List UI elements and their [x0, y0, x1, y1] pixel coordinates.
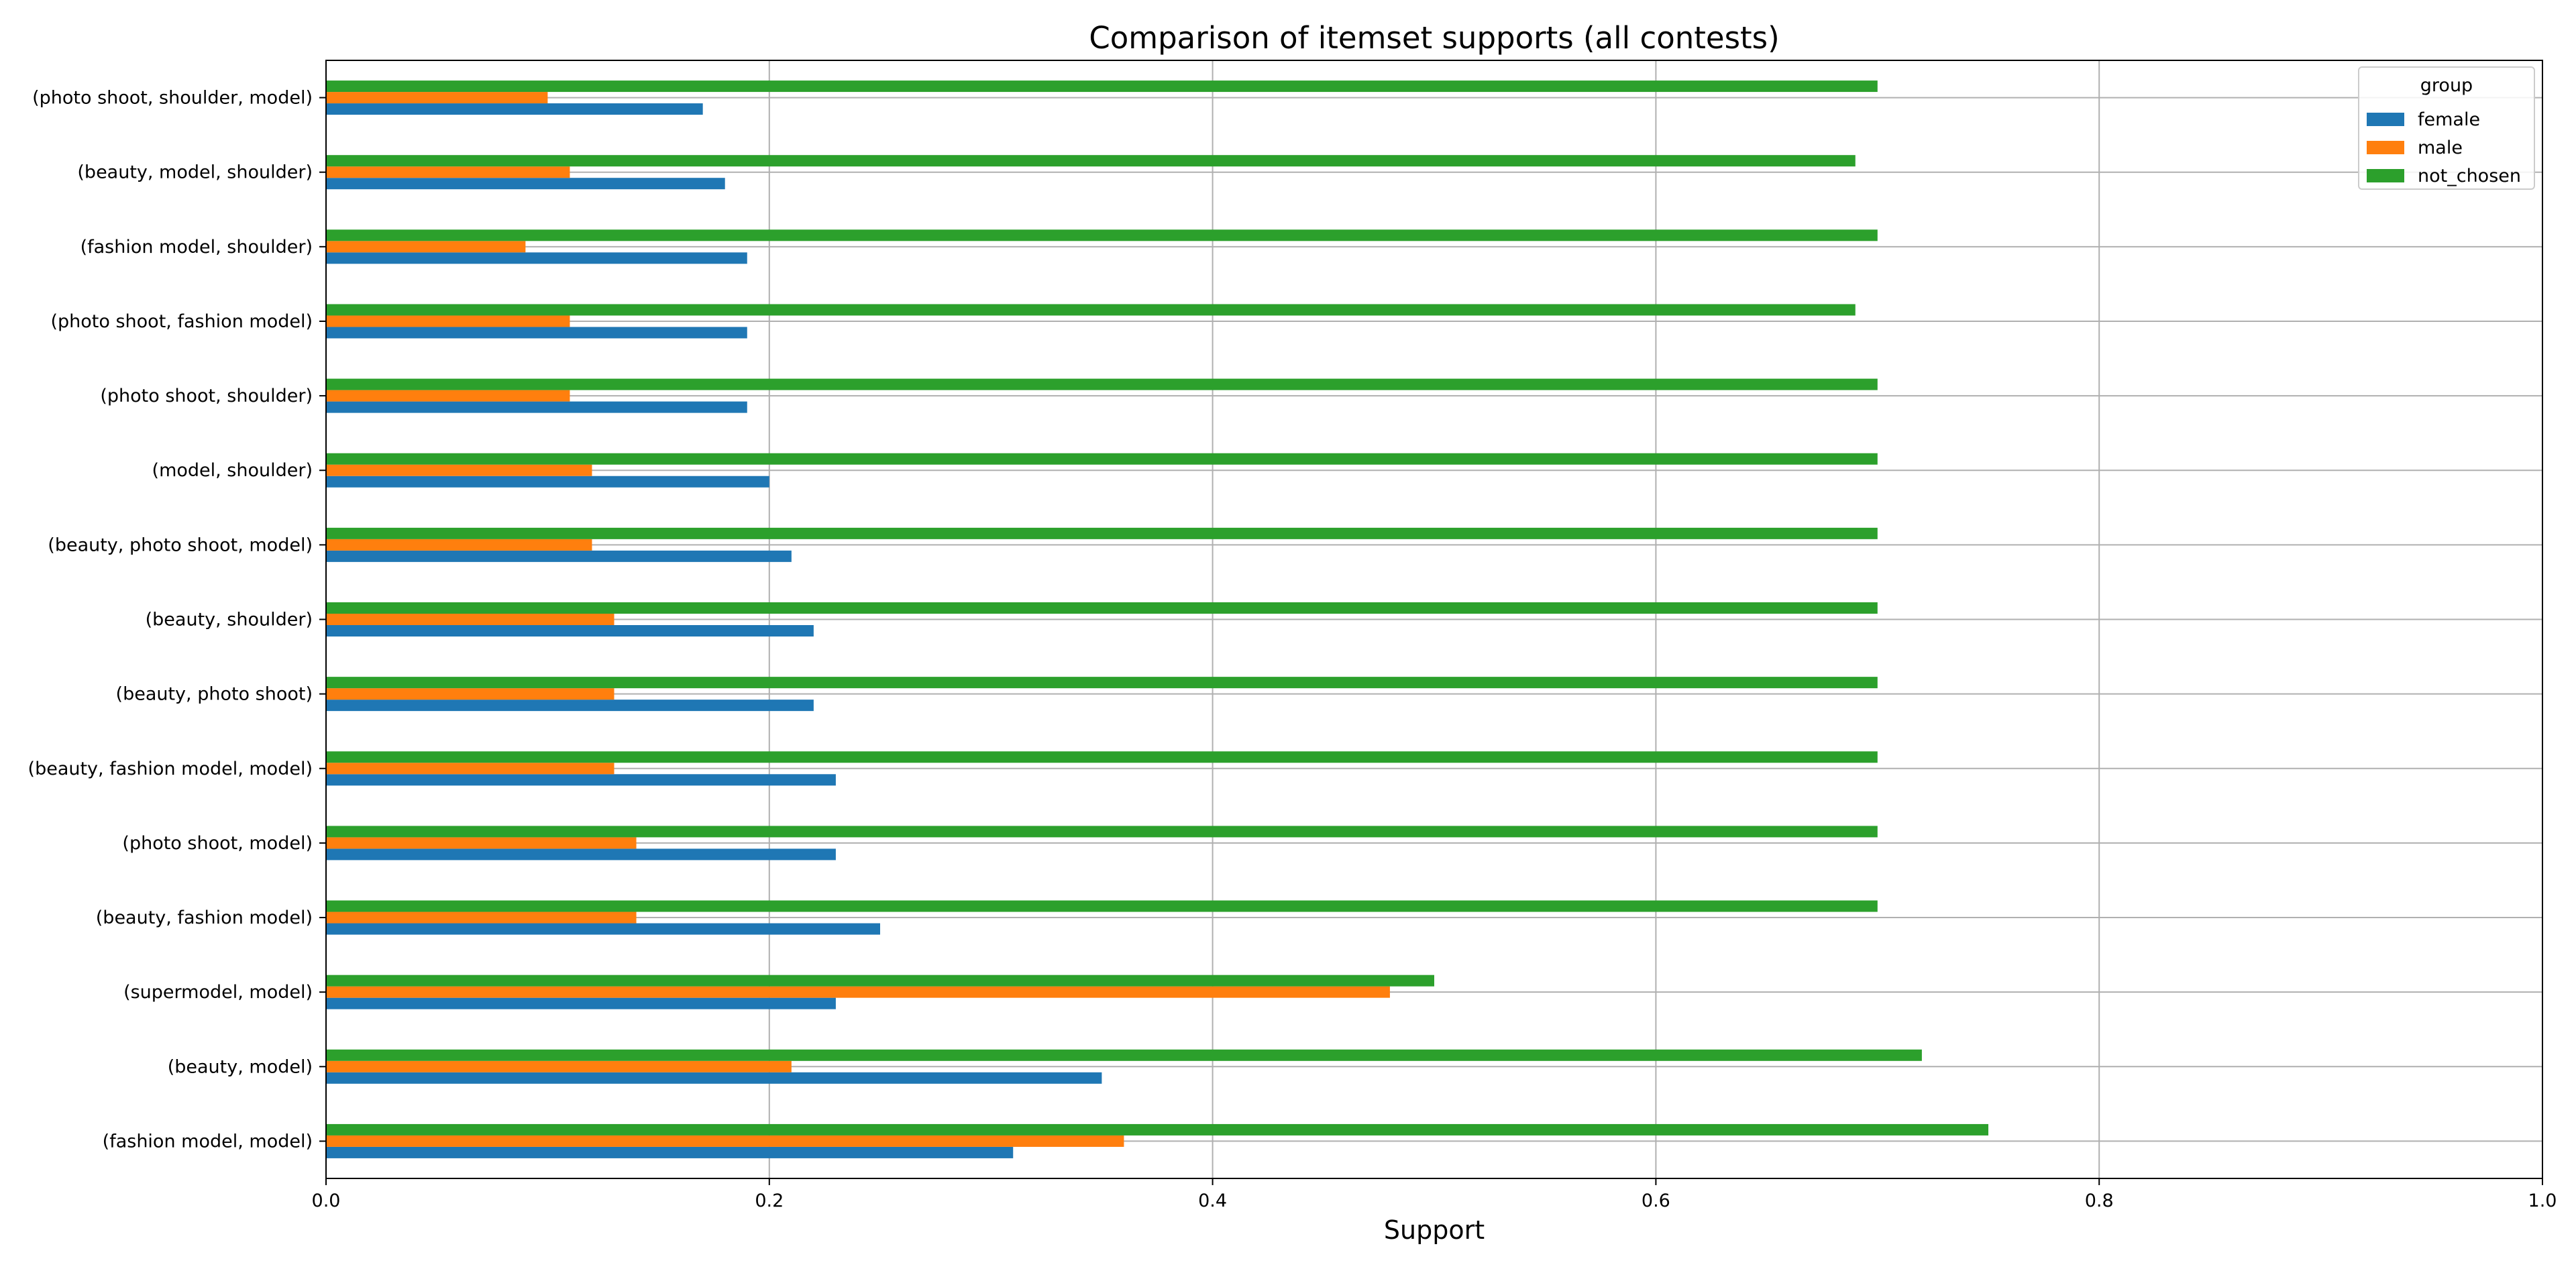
- y-tick-label: (fashion model, model): [103, 1131, 313, 1152]
- legend-label-not_chosen: not_chosen: [2418, 166, 2521, 186]
- bar-not_chosen: [326, 527, 1878, 539]
- x-tick-label: 0.2: [755, 1191, 784, 1211]
- y-tick-label: (beauty, model, shoulder): [77, 162, 313, 183]
- y-tick-label: (fashion model, shoulder): [80, 237, 313, 258]
- y-tick-label: (photo shoot, fashion model): [50, 311, 313, 332]
- legend-title: group: [2420, 75, 2473, 96]
- bar-not_chosen: [326, 826, 1878, 838]
- bar-female: [326, 476, 769, 488]
- x-axis-label: Support: [1384, 1215, 1485, 1245]
- y-tick-label: (beauty, fashion model, model): [28, 759, 313, 779]
- bar-female: [326, 1072, 1102, 1084]
- y-tick-label: (beauty, model): [168, 1056, 313, 1077]
- bar-not_chosen: [326, 602, 1878, 614]
- bar-female: [326, 327, 747, 339]
- legend-swatch-not_chosen: [2367, 169, 2404, 182]
- y-tick-label: (beauty, photo shoot, model): [48, 535, 313, 555]
- bar-not_chosen: [326, 751, 1878, 763]
- legend-swatch-female: [2367, 113, 2404, 126]
- bar-not_chosen: [326, 378, 1878, 390]
- bar-female: [326, 700, 814, 712]
- bar-male: [326, 1135, 1124, 1147]
- bar-male: [326, 911, 637, 924]
- legend-label-female: female: [2418, 109, 2480, 130]
- legend-box: [2358, 66, 2535, 190]
- bar-male: [326, 166, 570, 178]
- bar-female: [326, 774, 836, 786]
- plot-frame: [325, 60, 2543, 1179]
- legend-label-male: male: [2418, 137, 2463, 158]
- x-tick-label: 0.0: [312, 1191, 341, 1211]
- y-tick-label: (supermodel, model): [123, 982, 313, 1003]
- bar-female: [326, 923, 880, 935]
- bar-male: [326, 241, 526, 253]
- bar-male: [326, 837, 637, 849]
- bar-male: [326, 688, 614, 700]
- bar-female: [326, 848, 836, 861]
- legend: group female male not_chosen: [2358, 66, 2535, 190]
- legend-swatch-male: [2367, 141, 2404, 154]
- y-tick-label: (photo shoot, shoulder): [100, 386, 313, 406]
- y-tick-label: (beauty, fashion model): [96, 907, 313, 928]
- bar-female: [326, 1146, 1014, 1158]
- bar-male: [326, 539, 592, 551]
- bar-not_chosen: [326, 677, 1878, 689]
- bar-male: [326, 986, 1390, 998]
- y-tick-label: (photo shoot, shoulder, model): [32, 88, 313, 109]
- y-tick-label: (model, shoulder): [152, 460, 313, 481]
- bar-not_chosen: [326, 1049, 1922, 1061]
- bar-female: [326, 550, 792, 562]
- bar-not_chosen: [326, 304, 1856, 316]
- ticks: 0.0 0.2 0.4 0.6 0.8 1.0 (photo shoot, shoulder…: [28, 88, 2557, 1211]
- bar-not_chosen: [326, 1123, 1988, 1136]
- bar-female: [326, 997, 836, 1009]
- bar-not_chosen: [326, 155, 1856, 167]
- bar-female: [326, 401, 747, 413]
- bar-not_chosen: [326, 900, 1878, 912]
- bar-male: [326, 763, 614, 775]
- x-tick-label: 0.8: [2085, 1191, 2114, 1211]
- bar-female: [326, 103, 703, 115]
- y-tick-label: (beauty, shoulder): [146, 610, 313, 630]
- chart-title: Comparison of itemset supports (all cont…: [1089, 20, 1779, 56]
- bar-not_chosen: [326, 453, 1878, 465]
- bar-female: [326, 252, 747, 264]
- y-tick-label: (photo shoot, model): [122, 833, 313, 854]
- x-tick-label: 1.0: [2528, 1191, 2557, 1211]
- bar-male: [326, 614, 614, 625]
- x-tick-label: 0.4: [1198, 1191, 1227, 1211]
- bar-not_chosen: [326, 229, 1878, 241]
- x-tick-label: 0.6: [1642, 1191, 1670, 1211]
- bar-not_chosen: [326, 80, 1878, 93]
- bar-male: [326, 315, 570, 327]
- bar-male: [326, 1060, 792, 1072]
- y-tick-label: (beauty, photo shoot): [116, 684, 313, 705]
- bar-male: [326, 464, 592, 476]
- bar-not_chosen: [326, 975, 1434, 987]
- bar-male: [326, 390, 570, 402]
- bar-male: [326, 92, 548, 104]
- bars: [326, 80, 1988, 1158]
- grid: [325, 60, 2543, 1178]
- bar-female: [326, 625, 814, 636]
- bar-female: [326, 178, 725, 190]
